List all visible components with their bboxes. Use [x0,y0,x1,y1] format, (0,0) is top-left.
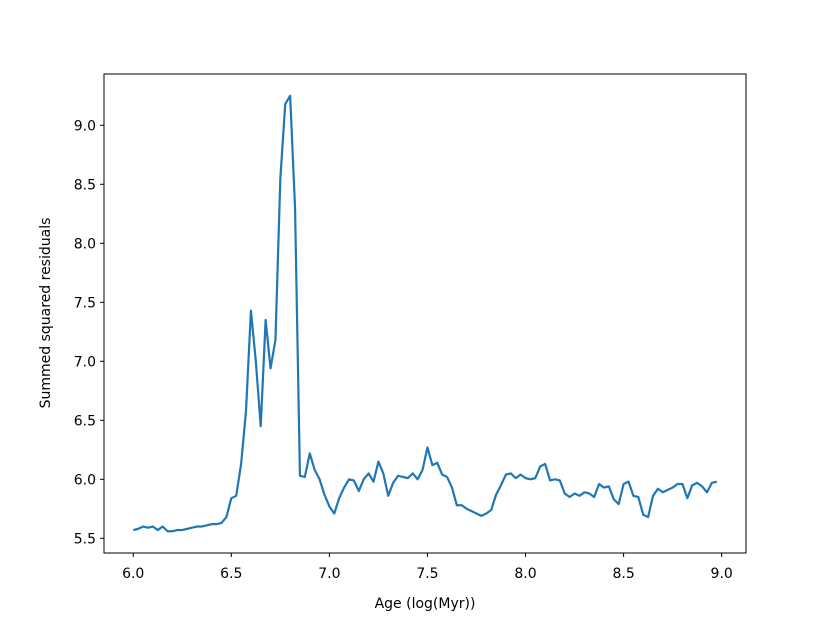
x-tick-label: 7.0 [318,566,340,582]
x-axis-label: Age (log(Myr)) [375,596,476,612]
x-tick-label: 8.0 [514,566,536,582]
y-tick-label: 7.5 [74,295,96,311]
data-line [132,94,718,533]
y-tick-label: 9.0 [74,118,96,134]
y-tick-label: 8.0 [74,236,96,252]
y-tick-label: 8.5 [74,177,96,193]
y-tick-label: 6.0 [74,472,96,488]
y-tick-label: 5.5 [74,531,96,547]
y-tick-label: 7.0 [74,354,96,370]
x-tick-label: 6.0 [122,566,144,582]
x-tick-label: 6.5 [220,566,242,582]
plot-frame [103,73,747,554]
x-tick-label: 8.5 [612,566,634,582]
x-tick-label: 9.0 [711,566,733,582]
x-tick-label: 7.5 [416,566,438,582]
y-axis-label: Summed squared residuals [38,218,54,409]
y-tick-label: 6.5 [74,413,96,429]
